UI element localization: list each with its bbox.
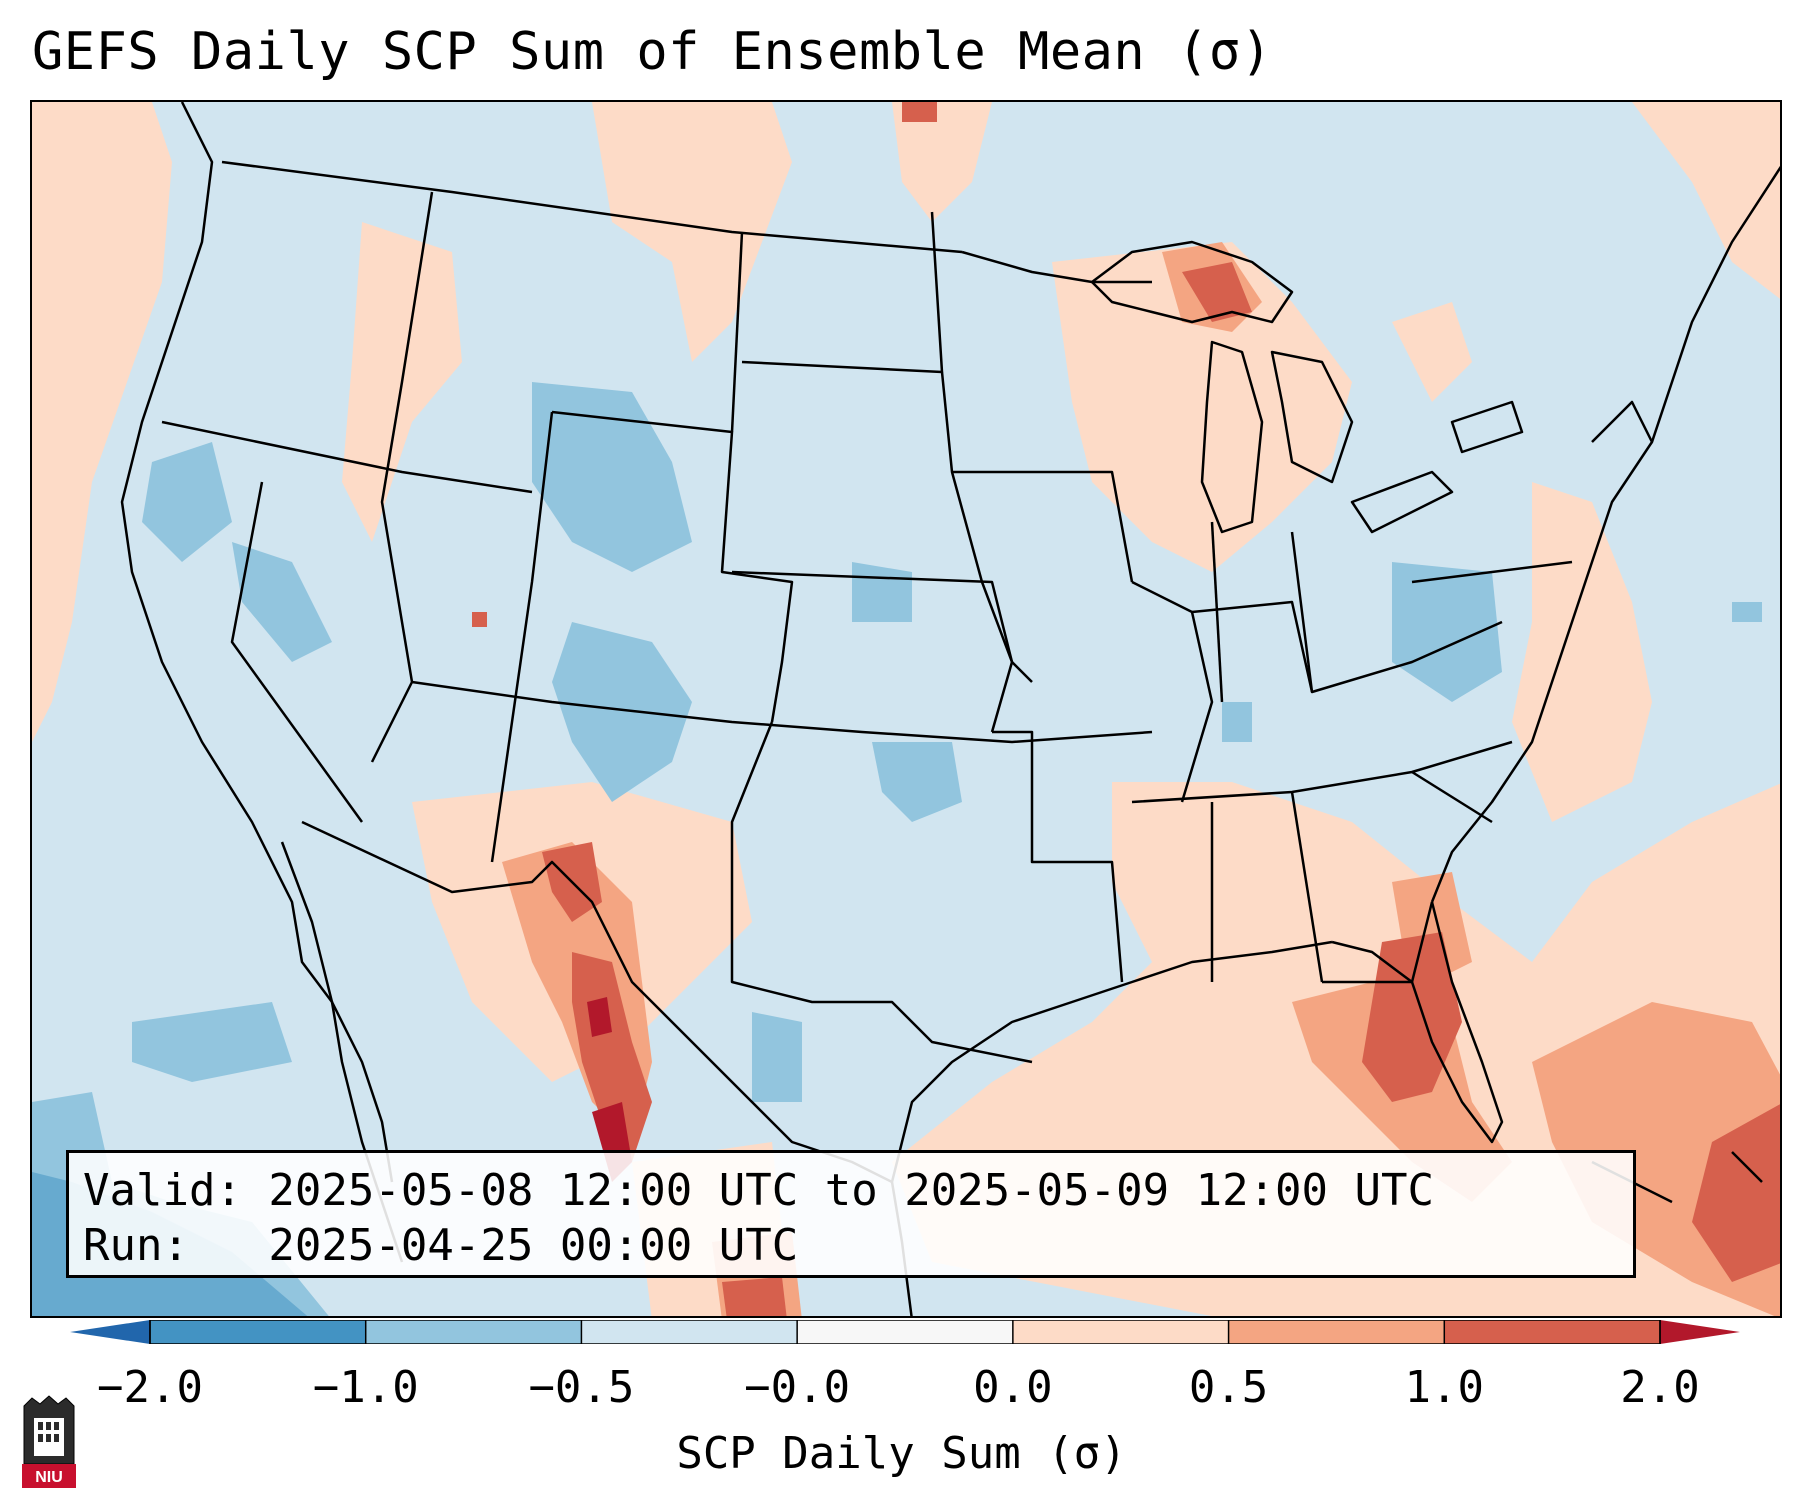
baja-coastline — [280, 841, 394, 1183]
state-line-new-england — [1591, 400, 1654, 443]
us-mexico-border — [301, 820, 893, 1184]
state-line-nv — [230, 481, 364, 823]
us-canada-border — [221, 160, 963, 254]
state-line-sc — [1411, 770, 1493, 824]
colorbar-tick-label: 1.0 — [1404, 1362, 1485, 1413]
state-line-ne-ks — [731, 570, 1014, 733]
state-line-wy-ne-co — [551, 410, 794, 723]
colorbar-tick-label: −1.0 — [312, 1362, 419, 1413]
state-line-ut-co-nm — [490, 411, 554, 863]
state-line-mt-dakotas — [730, 231, 744, 433]
florida-coastline — [1331, 901, 1504, 1144]
colorbar-extend-high — [1660, 1320, 1740, 1344]
state-line-il-ky — [1131, 580, 1214, 803]
state-line-oh — [1290, 531, 1314, 693]
lake-ontario — [1450, 400, 1524, 454]
map-panel — [30, 100, 1782, 1318]
colorbar-segment — [797, 1320, 1014, 1344]
state-line-ca-or — [161, 420, 533, 494]
colorbar-segment — [1228, 1320, 1445, 1344]
state-line-ia-il — [952, 470, 1134, 583]
state-line-pa — [1411, 560, 1573, 584]
colorbar-tick-label: 0.0 — [973, 1362, 1053, 1413]
logo-text: NIU — [35, 1469, 63, 1486]
east-coastline — [1430, 165, 1780, 903]
political-borders — [120, 102, 1780, 1316]
lake-superior — [1090, 240, 1294, 324]
state-line-al-ga — [1290, 791, 1324, 983]
hispaniola-coastline — [1731, 1151, 1763, 1183]
state-line-ok-ar-la — [992, 730, 1124, 983]
west-coastline — [120, 102, 404, 1263]
colorbar-tick-label: −0.5 — [528, 1362, 635, 1413]
colorbar-tick-label: 0.5 — [1188, 1362, 1269, 1413]
colorbar-tick-label: −0.0 — [744, 1362, 851, 1413]
state-line-id-nv-az — [370, 191, 434, 763]
lake-michigan — [1200, 340, 1264, 534]
colorbar-tick-label: −2.0 — [97, 1362, 203, 1413]
state-line-nm-tx — [730, 721, 1033, 1064]
colorbar-segment — [581, 1320, 798, 1344]
colorbar-segment — [1444, 1320, 1661, 1344]
validity-info-box: Valid: 2025-05-08 12:00 UTC to 2025-05-0… — [66, 1150, 1636, 1278]
run-time-text: Run: 2025-04-25 00:00 UTC — [83, 1220, 799, 1271]
colorbar-segment — [150, 1320, 367, 1344]
colorbar-segment — [365, 1320, 582, 1344]
state-line-fl-ga — [1322, 901, 1434, 984]
lake-huron — [1270, 350, 1354, 484]
state-line-in — [1210, 521, 1224, 703]
state-line-36n — [411, 680, 1153, 744]
colorbar-extend-low — [70, 1320, 150, 1344]
map-canvas — [32, 102, 1780, 1316]
colorbar-segment — [1012, 1320, 1230, 1344]
valid-time-text: Valid: 2025-05-08 12:00 UTC to 2025-05-0… — [83, 1165, 1435, 1216]
colorbar-label: SCP Daily Sum (σ) — [676, 1428, 1127, 1479]
colorbar-segments — [150, 1320, 1661, 1344]
state-line-mn-ia-mo — [940, 371, 1033, 683]
state-line-tn-nc — [1131, 740, 1513, 804]
colorbar — [70, 1320, 1740, 1344]
chart-title: GEFS Daily SCP Sum of Ensemble Mean (σ) — [32, 22, 1273, 82]
us-canada-border-east — [961, 250, 1152, 284]
niu-logo: NIU — [22, 1395, 76, 1488]
colorbar-tick-label: 2.0 — [1620, 1362, 1700, 1413]
lake-erie — [1350, 470, 1454, 534]
